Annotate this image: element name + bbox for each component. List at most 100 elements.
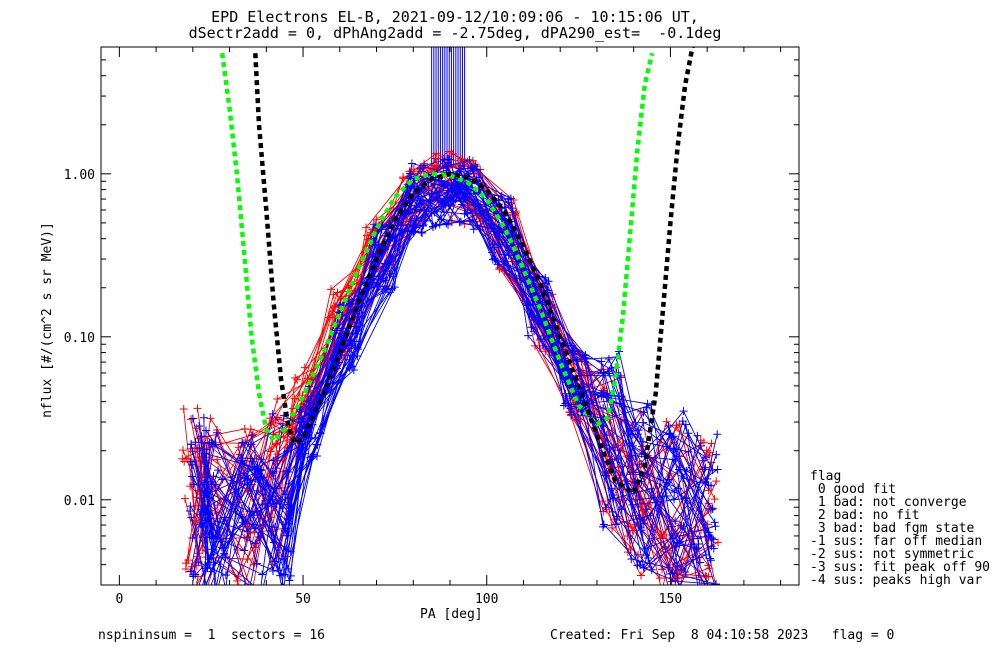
blue-point-marker [707, 587, 715, 595]
blue-point-marker [440, 208, 449, 217]
blue-point-marker [672, 541, 681, 550]
blue-point-marker [711, 522, 720, 531]
blue-point-marker [645, 559, 654, 568]
blue-point-marker [191, 570, 200, 579]
blue-point-marker [436, 198, 445, 207]
blue-point-marker [440, 155, 449, 164]
red-point-marker [206, 584, 208, 585]
blue-point-marker [269, 456, 278, 465]
blue-point-marker [251, 539, 260, 548]
red-point-marker [290, 394, 299, 403]
blue-point-marker [284, 564, 293, 573]
blue-point-marker [627, 555, 636, 564]
blue-point-marker [380, 259, 389, 268]
blue-point-marker [647, 565, 656, 574]
blue-point-marker [409, 228, 418, 237]
blue-point-marker [527, 323, 536, 332]
red-point-marker [273, 450, 282, 459]
blue-point-marker [639, 437, 648, 446]
blue-point-marker [201, 458, 210, 467]
blue-point-marker [390, 283, 399, 292]
red-point-marker [327, 285, 336, 294]
blue-point-marker [418, 221, 427, 230]
blue-point-marker [444, 154, 453, 163]
red-point-marker [363, 231, 372, 240]
blue-point-marker [188, 414, 197, 423]
red-point-marker [628, 526, 637, 535]
y-tick-label: 1.00 [64, 168, 95, 183]
blue-point-marker [202, 445, 211, 454]
blue-point-marker [701, 463, 710, 472]
blue-point-marker [669, 455, 678, 464]
blue-point-marker [258, 570, 267, 579]
blue-point-marker [416, 164, 425, 173]
blue-point-marker [642, 551, 651, 560]
axes-layer: 0 50 100 150 0.01 0.10 1.00 [64, 46, 800, 607]
legend-item: 3 bad: bad fgm state [810, 521, 975, 536]
blue-point-marker [696, 558, 705, 567]
blue-point-marker [460, 209, 469, 218]
blue-point-marker [284, 479, 293, 488]
legend-item: -3 sus: fit peak off 90 [810, 560, 991, 575]
blue-point-marker [349, 365, 358, 374]
blue-point-marker [258, 588, 266, 596]
legend-title: flag [810, 469, 842, 484]
red-point-marker [248, 588, 256, 596]
red-point-marker [309, 375, 318, 384]
y-tick-label: 0.10 [64, 331, 95, 346]
red-point-marker [432, 149, 441, 158]
blue-point-marker [670, 488, 679, 497]
blue-point-marker [220, 543, 229, 552]
blue-point-marker [671, 517, 680, 526]
blue-point-marker [312, 451, 321, 460]
blue-point-marker [205, 438, 214, 447]
blue-point-marker [497, 192, 506, 201]
blue-point-marker [195, 444, 204, 453]
blue-point-marker [371, 240, 380, 249]
data-layer [178, 47, 723, 596]
blue-point-marker [629, 468, 638, 477]
blue-point-marker [268, 567, 277, 576]
blue-point-marker [599, 522, 608, 531]
blue-point-marker [668, 569, 677, 578]
blue-point-marker [713, 465, 722, 474]
blue-point-marker [599, 404, 608, 413]
x-tick-label: 50 [295, 592, 311, 607]
x-tick-label: 100 [475, 592, 498, 607]
blue-point-marker [459, 193, 468, 202]
blue-point-marker [541, 279, 550, 288]
blue-point-marker [500, 258, 509, 267]
blue-point-marker [695, 588, 703, 596]
blue-point-marker [684, 447, 693, 456]
blue-point-marker [306, 409, 315, 418]
blue-point-marker [297, 449, 306, 458]
blue-point-marker [668, 522, 677, 531]
y-tick-label: 0.01 [64, 494, 95, 509]
blue-point-marker [706, 554, 715, 563]
blue-point-marker [647, 484, 656, 493]
blue-point-marker [286, 547, 295, 556]
blue-point-marker [693, 543, 702, 552]
red-point-marker [699, 588, 707, 596]
blue-point-marker [386, 288, 395, 297]
blue-point-marker [186, 457, 195, 466]
red-point-marker [182, 454, 191, 463]
blue-point-marker [491, 255, 500, 264]
blue-point-marker [711, 580, 720, 585]
blue-point-marker [706, 556, 715, 565]
blue-point-marker [209, 532, 218, 541]
blue-point-marker [643, 399, 652, 408]
blue-point-marker [269, 469, 278, 478]
blue-point-marker [603, 367, 612, 376]
blue-point-marker [186, 502, 195, 511]
red-point-marker [250, 543, 259, 552]
blue-point-marker [459, 160, 468, 169]
fit-black-curve [253, 47, 695, 497]
blue-point-marker [189, 572, 198, 581]
blue-point-marker [200, 478, 209, 487]
x-axis-label: PA [deg] [420, 607, 483, 622]
blue-point-marker [494, 232, 503, 241]
legend-item: -1 sus: far off median [810, 534, 983, 549]
blue-point-marker [285, 576, 294, 585]
red-point-marker [187, 415, 196, 424]
